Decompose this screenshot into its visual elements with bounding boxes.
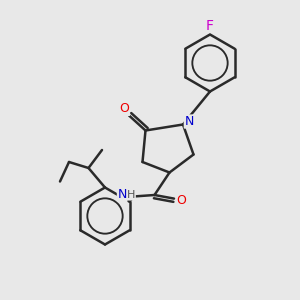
Text: F: F [206,19,214,32]
Text: N: N [184,115,194,128]
Text: O: O [120,102,129,116]
Text: N: N [117,188,127,202]
Text: O: O [177,194,186,207]
Text: H: H [127,190,135,200]
